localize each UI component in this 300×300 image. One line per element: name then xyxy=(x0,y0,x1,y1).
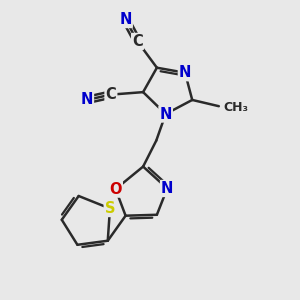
Text: N: N xyxy=(179,65,191,80)
Text: N: N xyxy=(160,106,172,122)
Text: CH₃: CH₃ xyxy=(224,101,248,114)
Text: C: C xyxy=(132,34,143,49)
Text: O: O xyxy=(109,182,122,196)
Text: C: C xyxy=(106,87,116,102)
Text: N: N xyxy=(81,92,93,107)
Text: N: N xyxy=(119,12,132,27)
Text: N: N xyxy=(161,181,173,196)
Text: S: S xyxy=(105,201,115,216)
